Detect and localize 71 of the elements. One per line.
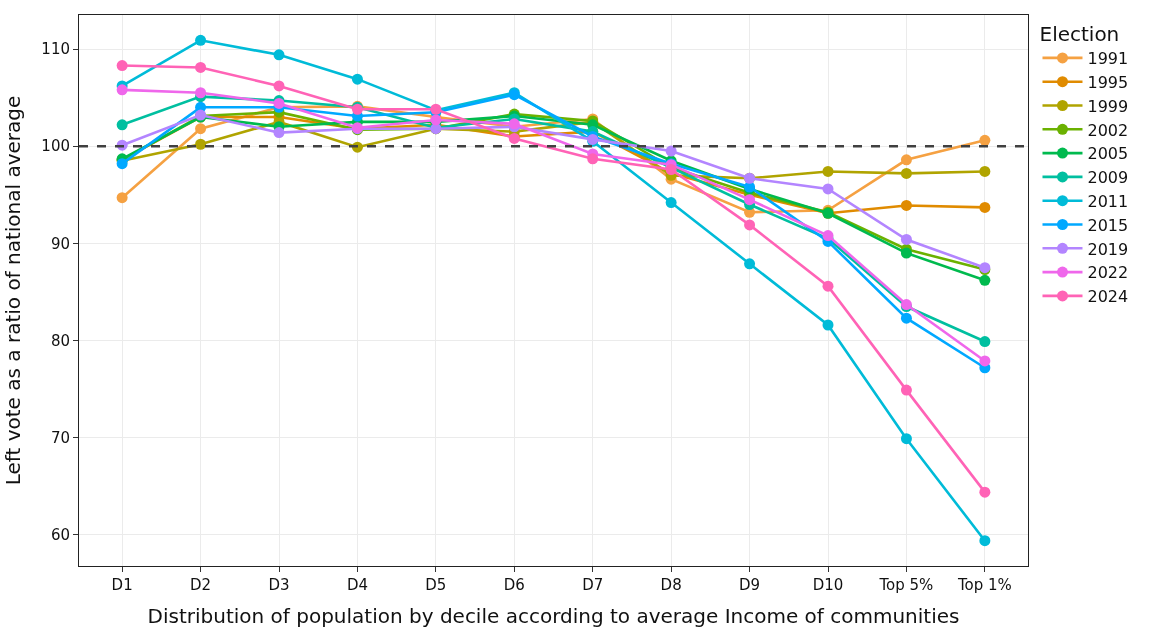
y-tick-label: 110	[41, 40, 70, 59]
point	[116, 192, 128, 204]
point	[195, 61, 207, 73]
point	[979, 535, 991, 547]
y-tick-label: 70	[50, 428, 70, 447]
y-tick-label: 100	[41, 137, 70, 156]
point	[195, 87, 207, 99]
x-tick-label: D10	[812, 576, 844, 594]
legend-label: 2009	[1087, 168, 1129, 188]
legend-label: 2005	[1087, 144, 1129, 164]
x-tick-label: D2	[190, 576, 212, 594]
legend-title: Election	[1039, 22, 1120, 46]
x-tick-label: D5	[425, 576, 447, 594]
point	[744, 194, 756, 206]
x-tick-label: D1	[111, 576, 133, 594]
point	[900, 199, 912, 211]
point	[979, 134, 991, 146]
point	[822, 183, 834, 195]
legend-label: 1999	[1087, 96, 1129, 116]
point	[195, 138, 207, 150]
point	[979, 201, 991, 213]
point	[665, 197, 677, 209]
legend-label: 2019	[1087, 239, 1129, 259]
point	[744, 219, 756, 231]
point	[822, 319, 834, 331]
point	[822, 280, 834, 292]
y-tick-label: 90	[50, 234, 70, 253]
point	[822, 165, 834, 177]
x-tick-label: Top 5%	[878, 576, 934, 594]
x-tick-label: D6	[503, 576, 525, 594]
x-tick-label: D4	[346, 576, 368, 594]
point	[116, 119, 128, 131]
point	[273, 49, 285, 61]
point	[979, 355, 991, 367]
point	[195, 123, 207, 135]
legend-label: 2002	[1087, 120, 1129, 140]
y-tick-label: 80	[50, 331, 70, 350]
legend-label: 2015	[1087, 215, 1129, 235]
point	[900, 154, 912, 166]
x-axis-title: Distribution of population by decile according to average Income of communities	[147, 603, 960, 628]
point	[273, 127, 285, 139]
point	[979, 486, 991, 498]
point	[587, 153, 599, 165]
y-axis-title: Left vote as a ratio of national average	[0, 95, 25, 486]
x-tick-label: Top 1%	[956, 576, 1012, 594]
point	[195, 34, 207, 46]
legend-label: 1995	[1087, 72, 1129, 92]
x-tick-label: D3	[268, 576, 290, 594]
y-tick-label: 60	[50, 526, 70, 545]
legend-label: 2022	[1087, 263, 1129, 283]
legend-label: 1991	[1087, 49, 1129, 69]
legend-label: 2024	[1087, 287, 1129, 307]
point	[665, 145, 677, 157]
point	[900, 247, 912, 259]
point	[900, 433, 912, 445]
point	[744, 258, 756, 270]
point	[351, 73, 363, 85]
x-tick-label: D7	[582, 576, 604, 594]
point	[116, 84, 128, 96]
x-tick-label: D8	[660, 576, 682, 594]
point	[979, 336, 991, 348]
point	[900, 233, 912, 245]
point	[979, 274, 991, 286]
point	[900, 312, 912, 324]
point	[900, 384, 912, 396]
point	[900, 167, 912, 179]
x-tick-label: D9	[739, 576, 761, 594]
point	[979, 165, 991, 177]
point	[116, 60, 128, 72]
point	[273, 80, 285, 92]
legend-label: 2011	[1087, 191, 1129, 211]
